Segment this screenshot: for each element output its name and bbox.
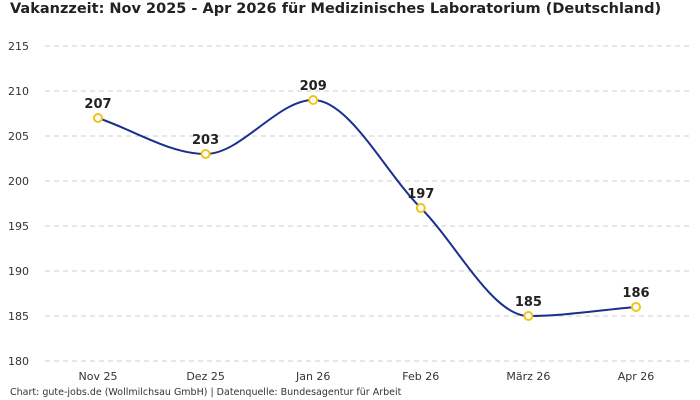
y-tick-label: 215 [8, 40, 29, 53]
x-tick-label: Dez 25 [186, 370, 225, 383]
y-axis-ticks: 180 185 190 195 200 205 210 215 [8, 40, 29, 368]
series-line-path [97, 98, 637, 318]
x-axis-ticks: Nov 25 Dez 25 Jan 26 Feb 26 März 26 Apr 26 [79, 370, 655, 383]
y-tick-label: 205 [8, 130, 29, 143]
data-label: 207 [84, 97, 111, 112]
y-tick-label: 210 [8, 85, 29, 98]
x-tick-label: Feb 26 [402, 370, 439, 383]
chart-footer: Chart: gute-jobs.de (Wollmilchsau GmbH) … [10, 387, 402, 398]
data-label: 197 [407, 187, 434, 202]
chart-title: Vakanzzeit: Nov 2025 - Apr 2026 für Medi… [10, 1, 662, 17]
data-label: 209 [300, 79, 327, 94]
data-label: 185 [515, 295, 542, 310]
y-tick-label: 190 [8, 265, 29, 278]
series-line [97, 98, 637, 318]
data-point [631, 302, 641, 312]
x-tick-label: März 26 [506, 370, 550, 383]
data-point [200, 149, 211, 159]
data-label: 186 [622, 286, 649, 301]
x-tick-label: Jan 26 [295, 370, 330, 383]
gridlines [45, 45, 692, 362]
data-labels: 207 203 209 197 185 186 [84, 79, 649, 310]
data-point [523, 311, 534, 321]
y-tick-label: 185 [8, 310, 29, 323]
data-label: 203 [192, 133, 219, 148]
data-point [308, 95, 319, 105]
x-tick-label: Nov 25 [79, 370, 118, 383]
data-point [93, 113, 103, 123]
y-tick-label: 200 [8, 175, 29, 188]
data-point [415, 203, 426, 213]
data-points [93, 95, 641, 321]
y-tick-label: 195 [8, 220, 29, 233]
y-tick-label: 180 [8, 355, 29, 368]
x-tick-label: Apr 26 [618, 370, 655, 383]
